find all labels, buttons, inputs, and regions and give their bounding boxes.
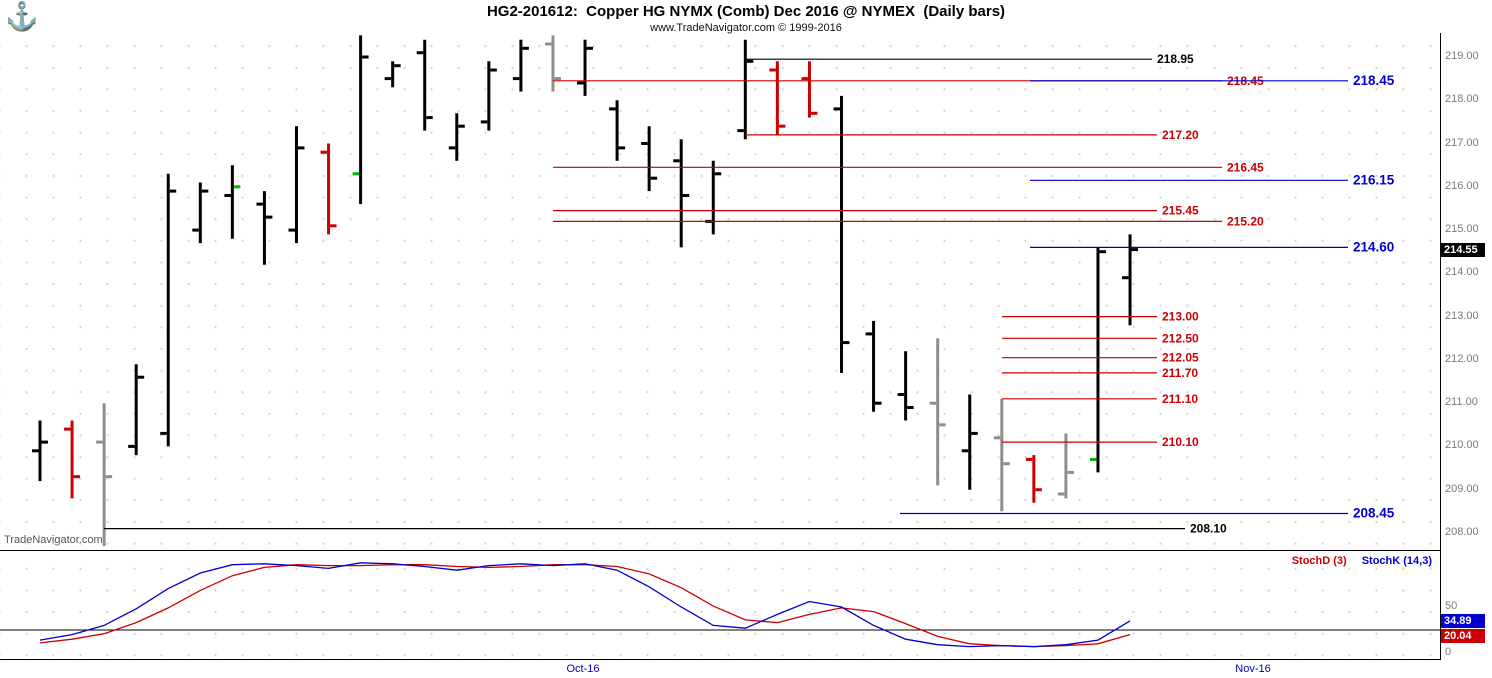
price-level-label[interactable]: 215.20 [1227,214,1264,228]
price-axis-tick: 209.00 [1445,482,1479,495]
price-axis-tick: 210.00 [1445,439,1479,452]
stochd-value-badge: 20.04 [1441,628,1485,643]
price-axis-tick: 214.00 [1445,266,1479,279]
legend-stochd[interactable]: StochD (3) [1291,555,1347,567]
chart-subtitle: www.TradeNavigator.com © 1999-2016 [650,22,842,34]
legend-stochk[interactable]: StochK (14,3) [1361,555,1432,567]
price-level-label[interactable]: 208.45 [1353,506,1395,521]
stoch-axis-tick: 50 [1445,600,1458,612]
price-axis-tick: 217.00 [1445,136,1479,149]
time-axis[interactable]: Oct-16 Nov-16 [0,660,1492,678]
price-level-label[interactable]: 217.20 [1162,128,1199,142]
price-level-label[interactable]: 218.95 [1157,52,1194,66]
stochastic-indicator-panel[interactable]: StochD (3) StochK (14,3) [0,552,1440,660]
price-axis-tick: 213.00 [1445,309,1479,322]
price-axis-tick: 212.00 [1445,352,1479,365]
stoch-axis-tick: 0 [1445,646,1452,658]
stochk-value-badge: 34.89 [1441,613,1485,628]
watermark: TradeNavigator.com [4,534,103,546]
axis-separator-line [1440,33,1441,660]
price-axis-tick: 208.00 [1445,525,1479,538]
price-axis-tick: 219.00 [1445,50,1479,62]
price-level-label[interactable]: 216.45 [1227,160,1264,174]
price-axis-tick: 218.00 [1445,93,1479,106]
price-axis-tick: 215.00 [1445,223,1479,236]
price-level-label[interactable]: 218.45 [1353,73,1395,88]
price-level-label[interactable]: 211.70 [1162,366,1198,380]
last-price-badge: 214.55 [1441,242,1485,257]
price-level-label[interactable]: 215.45 [1162,204,1199,218]
stochd-line [39,564,1131,648]
stochastic-plot[interactable] [0,552,1440,660]
month-label-nov: Nov-16 [1235,663,1271,675]
price-axis[interactable]: 214.55 34.89 20.04 219.00 218.00 217.00 216… [1441,0,1492,678]
chart-title: HG2-201612: Copper HG NYMX (Comb) Dec 20… [486,3,1006,20]
price-level-label[interactable]: 213.00 [1162,310,1199,324]
price-level-label[interactable]: 214.60 [1353,239,1394,254]
indicator-legend: StochD (3) StochK (14,3) [1292,555,1432,567]
price-level-label[interactable]: 212.50 [1162,331,1199,345]
price-level-label[interactable]: 211.10 [1162,392,1198,406]
price-level-label[interactable]: 208.10 [1190,522,1227,536]
stochk-line [39,562,1131,648]
price-axis-tick: 216.00 [1445,179,1479,192]
price-level-label[interactable]: 210.10 [1162,435,1199,449]
price-axis-tick: 211.00 [1445,396,1478,409]
anchor-logo-icon[interactable]: ⚓ [5,1,39,31]
price-chart-panel[interactable]: 218.95 218.45 218.45 217.20 216.45 216.15 215.… [0,33,1440,551]
price-level-label[interactable]: 216.15 [1353,172,1395,187]
price-level-label[interactable]: 212.05 [1162,351,1199,365]
month-label-oct: Oct-16 [566,663,600,675]
